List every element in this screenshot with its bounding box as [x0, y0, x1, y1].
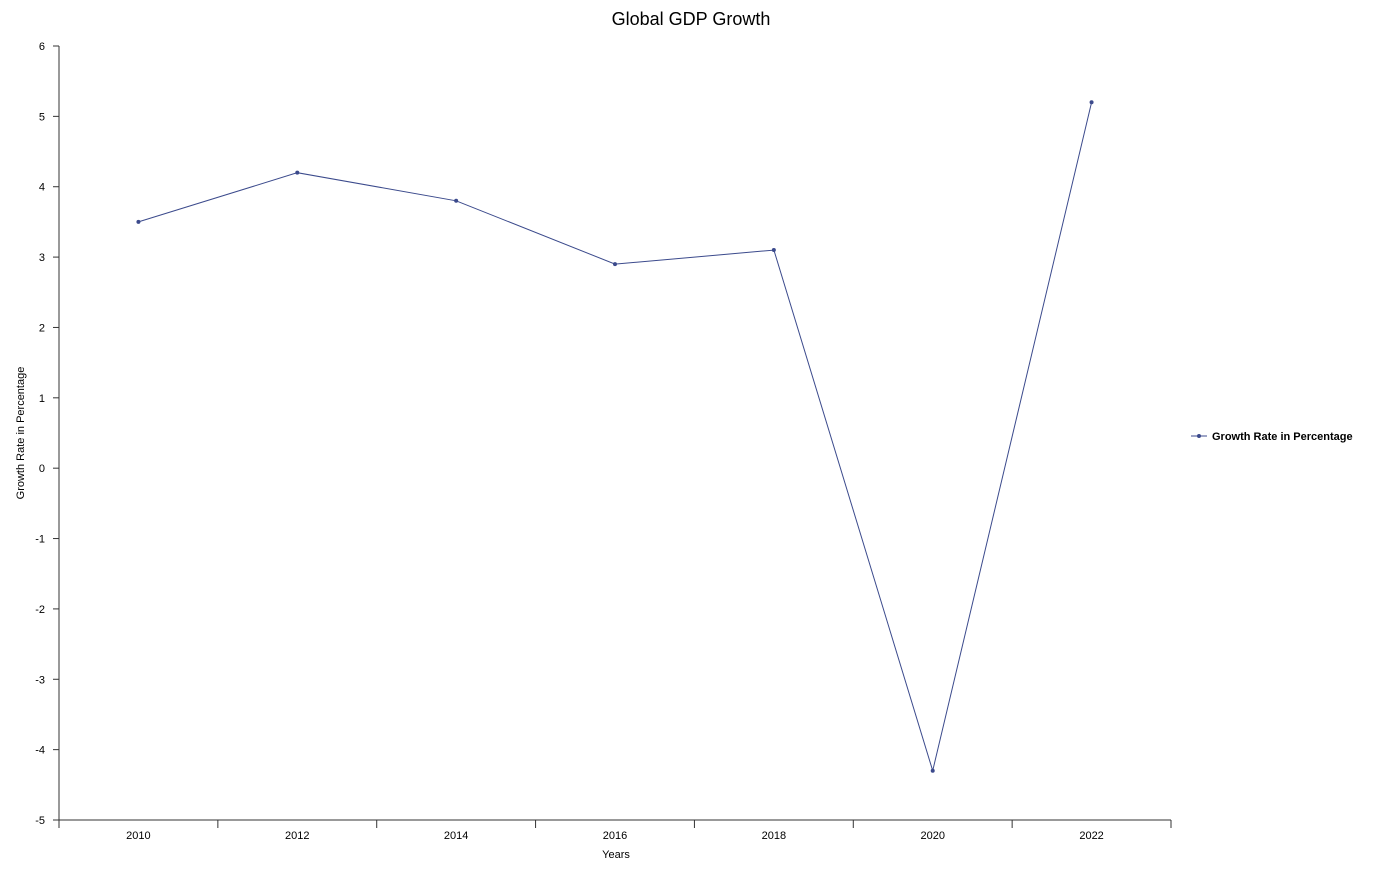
x-axis-title: Years [602, 849, 630, 861]
data-point [930, 768, 935, 773]
x-axis: 2010 2012 2014 2016 2018 2020 2022 [58, 819, 1172, 842]
x-tick-label: 2018 [762, 830, 786, 842]
data-point [1089, 100, 1094, 105]
y-tick-label: 2 [39, 322, 45, 334]
y-tick-label: 1 [39, 393, 45, 405]
x-tick-label: 2020 [920, 830, 944, 842]
y-axis: 6 5 4 3 2 1 0 -1 -2 -3 -4 -5 [35, 41, 60, 827]
y-tick-label: -4 [35, 745, 45, 757]
x-tick-label: 2016 [603, 830, 627, 842]
x-tick-label: 2022 [1079, 830, 1103, 842]
data-point [613, 262, 617, 267]
x-tick-label: 2010 [126, 830, 150, 842]
series-layer [136, 100, 1094, 773]
y-tick-label: -2 [35, 604, 45, 616]
y-tick-label: 4 [39, 182, 45, 194]
y-tick-label: 6 [39, 41, 45, 53]
legend: Growth Rate in Percentage [1191, 431, 1353, 443]
x-tick-label: 2012 [285, 830, 309, 842]
chart-title: Global GDP Growth [612, 9, 771, 29]
y-tick-label: -3 [35, 674, 45, 686]
legend-label: Growth Rate in Percentage [1212, 431, 1353, 443]
y-tick-label: 5 [39, 111, 45, 123]
data-point [136, 219, 141, 224]
y-tick-label: -1 [35, 534, 45, 546]
data-point [454, 198, 459, 203]
legend-marker [1197, 434, 1201, 438]
x-tick-label: 2014 [444, 830, 468, 842]
y-axis-title: Growth Rate in Percentage [15, 367, 27, 500]
data-point [771, 248, 776, 253]
y-tick-label: 0 [39, 463, 45, 475]
data-point [295, 170, 300, 175]
series-line [138, 102, 1093, 773]
y-tick-label: 3 [39, 252, 45, 264]
y-tick-label: -5 [35, 815, 45, 827]
